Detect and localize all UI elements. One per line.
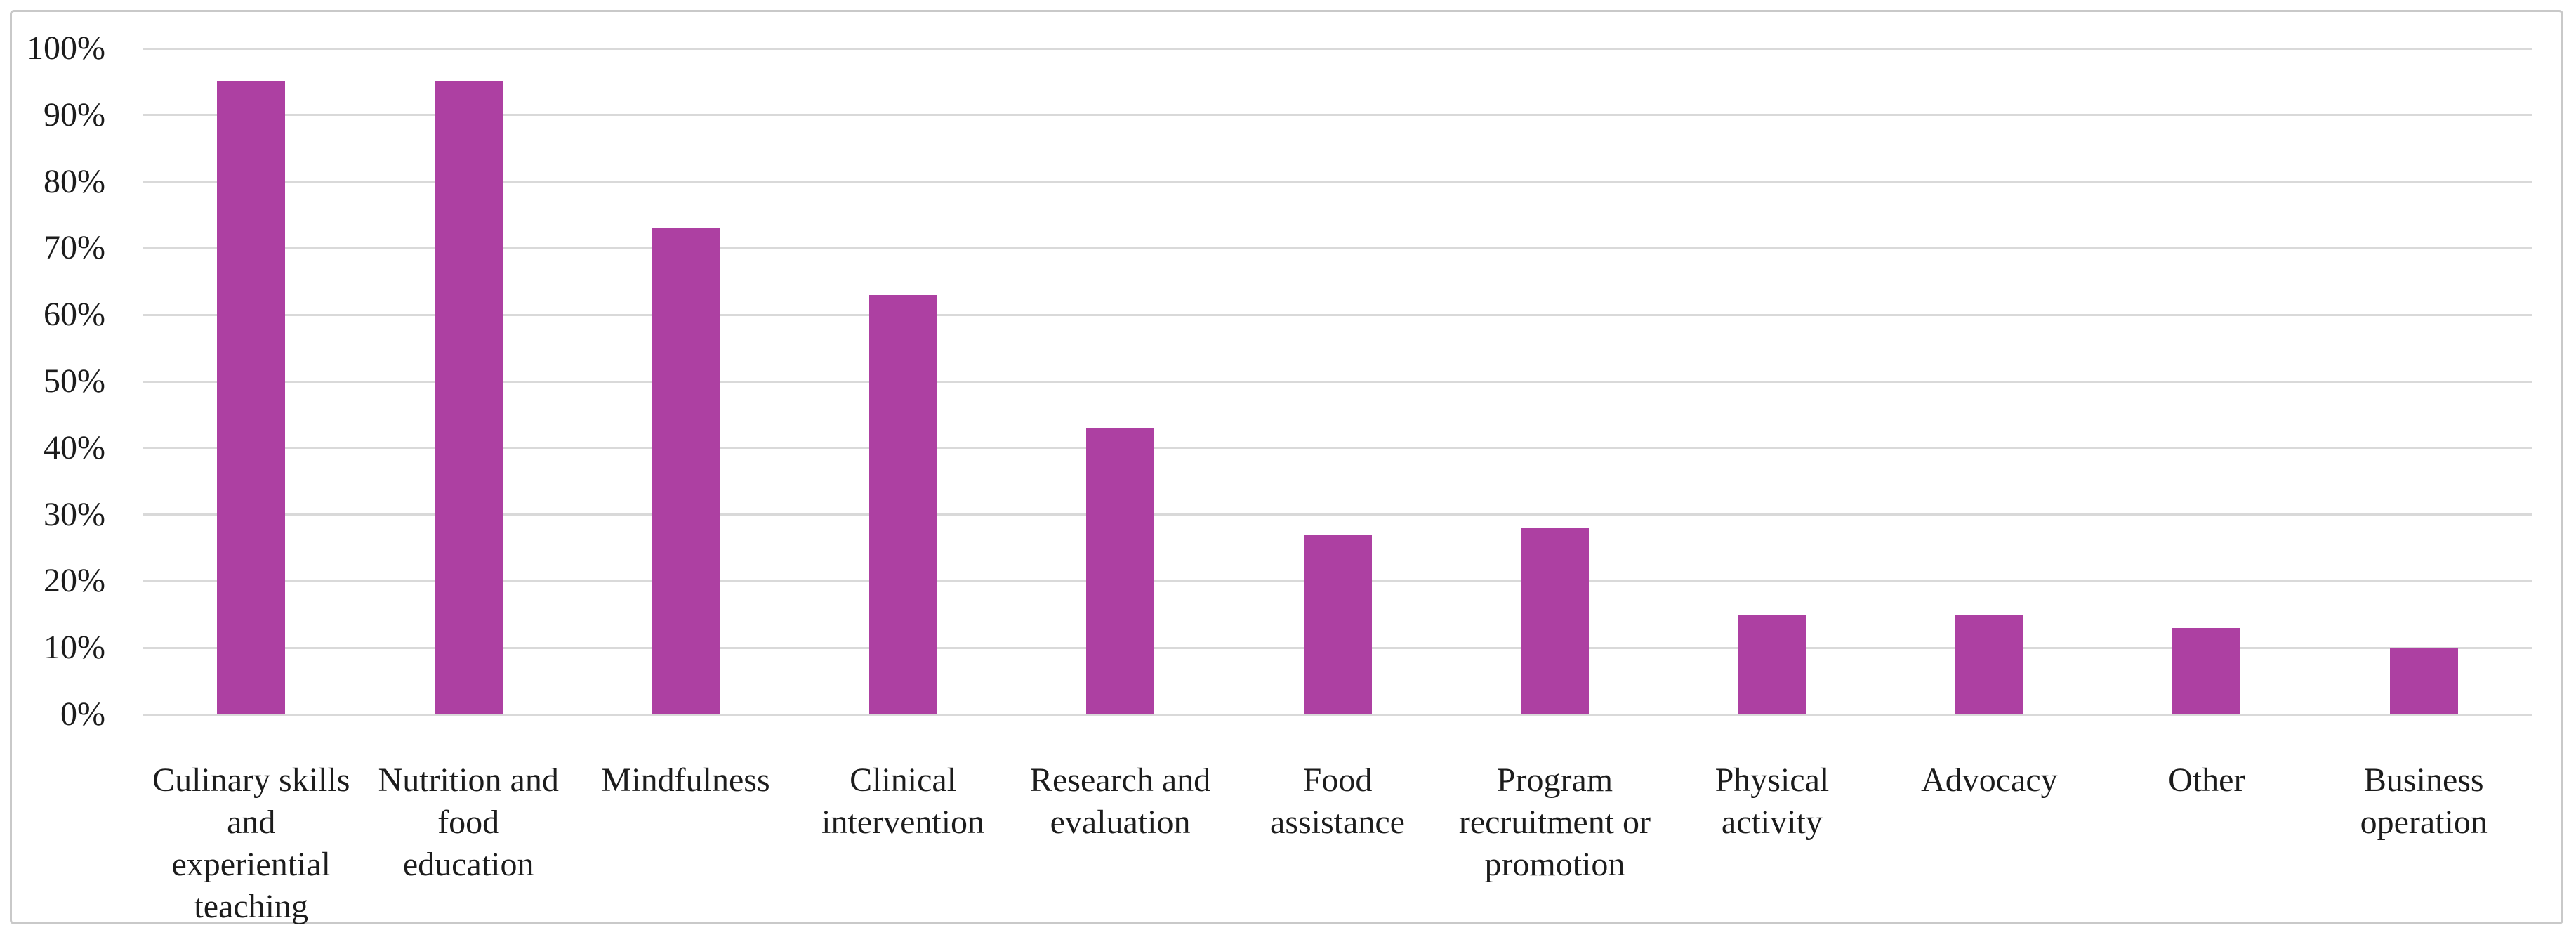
x-tick-label: Advocacy bbox=[1921, 761, 2058, 799]
y-tick-label: 70% bbox=[44, 229, 105, 267]
bar-nutrition-and-food-education bbox=[434, 81, 503, 714]
bar-mindfulness bbox=[652, 228, 720, 714]
bar-research-and-evaluation bbox=[1086, 428, 1155, 714]
bar-program-recruitment-or-promotion bbox=[1520, 528, 1589, 714]
bar-food-assistance bbox=[1303, 535, 1372, 714]
x-tick-label: Business operation bbox=[2360, 761, 2488, 841]
gridline bbox=[143, 114, 2532, 117]
bar-advocacy bbox=[1955, 614, 2023, 714]
y-tick-label: 100% bbox=[27, 30, 105, 67]
x-tick-label: Research and evaluation bbox=[1029, 761, 1211, 841]
gridline bbox=[143, 181, 2532, 183]
bar-physical-activity bbox=[1738, 614, 1806, 714]
gridline bbox=[143, 247, 2532, 249]
y-tick-label: 20% bbox=[44, 562, 105, 600]
x-tick-label: Culinary skills and experiential teachin… bbox=[152, 761, 350, 925]
bar-clinical-intervention bbox=[868, 294, 937, 714]
gridline bbox=[143, 513, 2532, 516]
y-tick-label: 80% bbox=[44, 162, 105, 200]
y-tick-label: 40% bbox=[44, 429, 105, 466]
bar-business-operation bbox=[2389, 648, 2458, 714]
y-tick-label: 10% bbox=[44, 629, 105, 667]
y-tick-label: 60% bbox=[44, 296, 105, 334]
x-tick-label: Program recruitment or promotion bbox=[1458, 761, 1651, 883]
y-tick-label: 30% bbox=[44, 495, 105, 533]
gridline bbox=[143, 447, 2532, 450]
y-tick-label: 90% bbox=[44, 96, 105, 133]
x-tick-label: Clinical intervention bbox=[821, 761, 985, 841]
gridline bbox=[143, 47, 2532, 50]
x-tick-label: Other bbox=[2168, 761, 2245, 799]
gridline bbox=[143, 380, 2532, 383]
gridline bbox=[143, 313, 2532, 316]
gridline bbox=[143, 713, 2532, 716]
x-tick-label: Physical activity bbox=[1715, 761, 1830, 841]
y-tick-label: 50% bbox=[44, 362, 105, 400]
y-tick-label: 0% bbox=[60, 695, 105, 733]
bar-other bbox=[2172, 627, 2241, 714]
bar-culinary-skills-and-experiential-teaching bbox=[217, 81, 286, 714]
x-tick-label: Nutrition and food education bbox=[378, 761, 559, 883]
x-tick-label: Mindfulness bbox=[601, 761, 770, 799]
x-tick-label: Food assistance bbox=[1270, 761, 1405, 841]
